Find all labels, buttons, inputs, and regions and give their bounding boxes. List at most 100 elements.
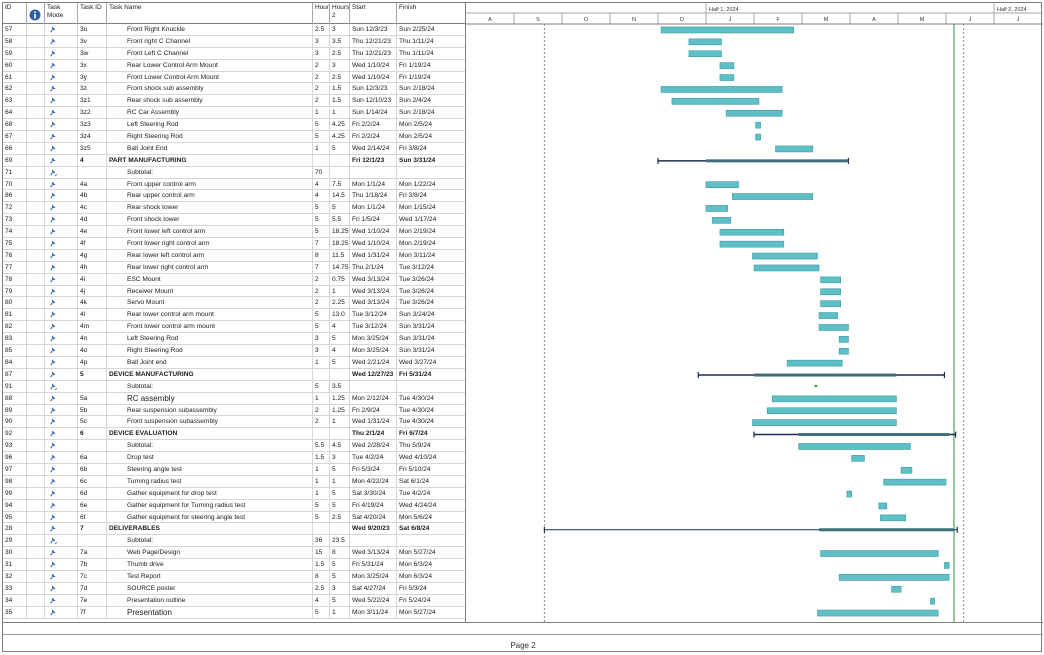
table-row[interactable]: 59 3w Front Left C Channel 3 2.5 Thu 12/21/23…: [3, 47, 465, 60]
col-name-header[interactable]: Task Name: [107, 3, 313, 24]
table-row[interactable]: 67 3z4 Right Steering Rod 5 4.25 Fri 2/2/24 Mo…: [3, 131, 465, 143]
table-row[interactable]: 64 3z2 RC Car Assembly 1 1 Sun 1/14/24 Sun 2/1…: [3, 107, 465, 120]
table-row[interactable]: 68 3z3 Left Steering Rod 5 4.25 Fri 2/2/24 Mon…: [3, 119, 465, 132]
row-mode[interactable]: [45, 261, 78, 273]
row-mode[interactable]: [45, 356, 78, 368]
row-task-name[interactable]: Test Report: [107, 570, 313, 582]
row-mode[interactable]: [45, 24, 78, 35]
col-finish-header[interactable]: Finish: [399, 4, 417, 11]
table-row[interactable]: 95 6f Gather equipment for steering angle …: [3, 511, 465, 524]
table-row[interactable]: 76 4g Rear lower left control arm 8 11.5 Wed …: [3, 249, 465, 262]
table-row[interactable]: 70 4a Front upper control arm 4 7.5 Mon 1/1/2…: [3, 178, 465, 191]
table-row[interactable]: 93 Subtotal: 5.5 4.5 Wed 2/28/24 Thu 5/9/24: [3, 440, 465, 453]
table-row[interactable]: 32 7c Test Report 8 5 Mon 3/25/24 Mon 6/3/24: [3, 570, 465, 583]
row-mode[interactable]: [45, 190, 78, 202]
table-row[interactable]: 69 4 PART MANUFACTURING Fri 12/1/23 Sun 3/31…: [3, 154, 465, 167]
row-task-name[interactable]: Left Steering Rod: [107, 119, 313, 131]
row-mode[interactable]: [45, 487, 78, 499]
table-row[interactable]: 79 4j Receiver Mount 2 1 Wed 3/13/24 Tue 3/26/…: [3, 285, 465, 298]
row-task-name[interactable]: Subtotal:: [107, 535, 313, 547]
table-row[interactable]: 94 6e Gather equipment for Turning radius …: [3, 499, 465, 512]
row-task-name[interactable]: RC Car Assembly: [107, 107, 313, 119]
row-task-name[interactable]: Rear lower control arm mount: [107, 309, 313, 321]
row-mode[interactable]: [45, 166, 78, 178]
row-task-name[interactable]: Front lower right control arm: [107, 238, 313, 250]
row-mode[interactable]: [45, 83, 78, 95]
col-mode-header[interactable]: Task Mode: [45, 3, 78, 24]
row-mode[interactable]: [45, 142, 78, 154]
row-mode[interactable]: [45, 345, 78, 357]
table-row[interactable]: 29 Subtotal: 36 23.5: [3, 535, 465, 548]
row-task-name[interactable]: Rear lower right control arm: [107, 261, 313, 273]
row-task-name[interactable]: DEVICE MANUFACTURING: [107, 368, 313, 380]
table-row[interactable]: 73 4d Front shock tower 5 5.5 Fri 1/5/24 Wed 1…: [3, 214, 465, 227]
row-task-name[interactable]: Front Lower Control Arm Mount: [107, 71, 313, 83]
table-row[interactable]: 91 Subtotal: 5 3.5: [3, 380, 465, 393]
table-row[interactable]: 84 4p Ball Joint end 1 5 Wed 2/21/24 Wed 3/27/…: [3, 356, 465, 369]
table-row[interactable]: 75 4f Front lower right control arm 7 18.25 W…: [3, 238, 465, 250]
table-row[interactable]: 82 4m Front lower control arm mount 5 4 Tue 3…: [3, 321, 465, 334]
row-task-name[interactable]: Gather equipment for steering angle test: [107, 511, 313, 523]
table-row[interactable]: 83 4n Left Steering Rod 3 5 Mon 3/25/24 Sun 3/…: [3, 333, 465, 346]
row-mode[interactable]: [45, 463, 78, 475]
row-task-name[interactable]: Servo Mount: [107, 297, 313, 309]
table-row[interactable]: 35 7f Presentation 5 1 Mon 3/11/24 Mon 5/27/24: [3, 606, 465, 619]
row-mode[interactable]: [45, 154, 78, 166]
row-mode[interactable]: [45, 119, 78, 131]
row-task-name[interactable]: Front Left C Channel: [107, 47, 313, 59]
row-task-name[interactable]: Subtotal:: [107, 166, 313, 178]
row-mode[interactable]: [45, 71, 78, 83]
row-task-name[interactable]: Right Steering Rod: [107, 345, 313, 357]
row-mode[interactable]: [45, 535, 78, 547]
row-mode[interactable]: [45, 582, 78, 594]
row-mode[interactable]: [45, 107, 78, 119]
row-task-name[interactable]: Rear upper control arm: [107, 190, 313, 202]
row-mode[interactable]: [45, 273, 78, 285]
row-task-name[interactable]: Front shock sub assembly: [107, 83, 313, 95]
table-row[interactable]: 90 5c Front suspension subassembly 2 1 Wed 1/…: [3, 416, 465, 429]
table-row[interactable]: 97 6b Steering angle test 1 5 Fri 5/3/24 Fri 5…: [3, 463, 465, 476]
table-row[interactable]: 99 6d Gather equipment for drop test 1 5 Sat …: [3, 487, 465, 500]
row-task-name[interactable]: Rear shock sub assembly: [107, 95, 313, 107]
table-row[interactable]: 81 4l Rear lower control arm mount 5 13.0 Tue…: [3, 309, 465, 322]
table-row[interactable]: 33 7d SOURCE poster 2.5 3 Sat 4/27/24 Fri 5/3/…: [3, 582, 465, 595]
table-row[interactable]: 28 7 DELIVERABLES Wed 9/20/23 Sat 6/8/24: [3, 523, 465, 536]
row-mode[interactable]: [45, 226, 78, 238]
row-mode[interactable]: [45, 380, 78, 392]
row-mode[interactable]: [45, 333, 78, 345]
row-task-name[interactable]: Front lower left control arm: [107, 226, 313, 238]
row-mode[interactable]: [45, 214, 78, 226]
table-row[interactable]: 34 7e Presentation outline 4 5 Wed 5/22/24 Fri…: [3, 594, 465, 607]
row-mode[interactable]: [45, 559, 78, 571]
row-task-name[interactable]: Steering angle test: [107, 463, 313, 475]
row-task-name[interactable]: Front right C Channel: [107, 35, 313, 47]
row-mode[interactable]: [45, 297, 78, 309]
row-mode[interactable]: [45, 202, 78, 214]
table-row[interactable]: 30 7a Web Page/Design 15 8 Wed 3/13/24 Mon 5/2…: [3, 547, 465, 560]
row-mode[interactable]: [45, 440, 78, 452]
row-mode[interactable]: [45, 35, 78, 47]
row-mode[interactable]: [45, 416, 78, 428]
row-mode[interactable]: [45, 428, 78, 440]
table-row[interactable]: 66 3z5 Ball Joint End 1 5 Wed 2/14/24 Fri 3/8/…: [3, 142, 465, 155]
row-task-name[interactable]: Left Steering Rod: [107, 333, 313, 345]
row-task-name[interactable]: Front suspension subassembly: [107, 416, 313, 428]
row-task-name[interactable]: Ball Joint End: [107, 142, 313, 154]
row-task-name[interactable]: DEVICE EVALUATION: [107, 428, 313, 440]
row-mode[interactable]: [45, 452, 78, 464]
table-row[interactable]: 58 3v Front right C Channel 3 3.5 Thu 12/21/2…: [3, 35, 465, 48]
table-row[interactable]: 62 3z Front shock sub assembly 2 1.5 Sun 12/3…: [3, 83, 465, 96]
row-mode[interactable]: [45, 547, 78, 559]
col-hours2-header[interactable]: Hours 2: [330, 3, 350, 24]
col-start-header[interactable]: Start: [350, 3, 397, 24]
row-task-name[interactable]: Front shock tower: [107, 214, 313, 226]
table-row[interactable]: 85 4o Right Steering Rod 3 4 Mon 3/25/24 Sun 3…: [3, 345, 465, 357]
table-row[interactable]: 71 Subtotal: 70: [3, 166, 465, 179]
row-mode[interactable]: [45, 475, 78, 487]
row-task-name[interactable]: Front lower control arm mount: [107, 321, 313, 333]
table-row[interactable]: 86 4b Rear upper control arm 4 14.5 Thu 1/18/…: [3, 190, 465, 203]
row-task-name[interactable]: Rear Lower Control Arm Mount: [107, 59, 313, 71]
row-task-name[interactable]: Subtotal:: [107, 440, 313, 452]
table-row[interactable]: 31 7b Thumb drive 1.5 5 Fri 5/31/24 Mon 6/3/24: [3, 559, 465, 571]
row-task-name[interactable]: Web Page/Design: [107, 547, 313, 559]
